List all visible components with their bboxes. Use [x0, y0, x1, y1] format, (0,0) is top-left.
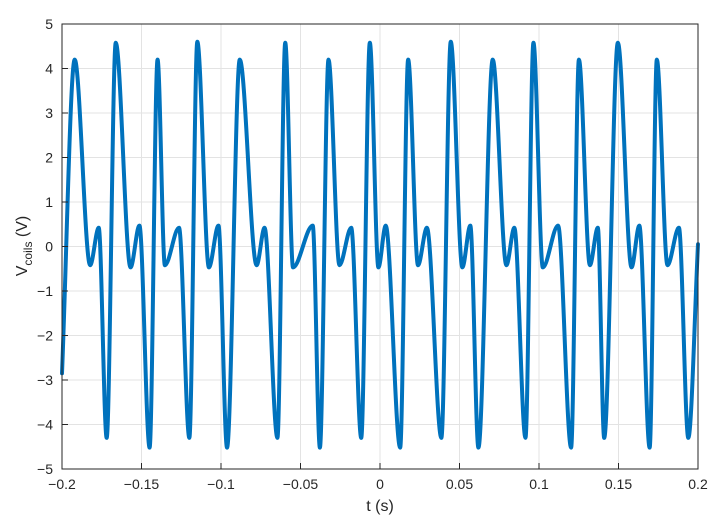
y-tick-label: 0	[45, 239, 53, 255]
x-tick-label: −0.05	[283, 476, 319, 492]
y-tick-label: −3	[37, 372, 53, 388]
y-tick-label: −2	[37, 328, 53, 344]
y-tick-label: 5	[45, 16, 53, 32]
y-axis-label-sub: coils	[21, 242, 35, 266]
y-tick-label: 1	[45, 194, 53, 210]
x-tick-label: −0.15	[124, 476, 160, 492]
grid-lines	[61, 23, 699, 470]
y-tick-label: 3	[45, 105, 53, 121]
y-tick-label: 2	[45, 150, 53, 166]
x-tick-label: 0.15	[605, 476, 632, 492]
x-axis-label: t (s)	[366, 498, 394, 515]
data-series	[60, 39, 700, 450]
y-axis-label: Vcoils (V)	[14, 216, 35, 276]
y-tick-label: 4	[45, 61, 53, 77]
x-tick-label: −0.1	[207, 476, 235, 492]
y-ticks: −5 −4 −3 −2 −1 0 1 2 3 4 5	[37, 16, 68, 477]
series-line	[60, 39, 700, 450]
x-tick-label: 0.1	[529, 476, 549, 492]
y-axis-label-main: V	[14, 265, 31, 276]
x-tick-label: −0.2	[48, 476, 76, 492]
y-tick-label: −5	[37, 461, 53, 477]
x-tick-label: 0.2	[688, 476, 708, 492]
y-axis-label-unit: (V)	[14, 216, 31, 242]
x-tick-label: 0.05	[446, 476, 473, 492]
y-tick-label: −1	[37, 283, 53, 299]
x-tick-label: 0	[376, 476, 384, 492]
y-tick-label: −4	[37, 417, 53, 433]
x-ticks: −0.2 −0.15 −0.1 −0.05 0 0.05 0.1 0.15 0.2	[48, 463, 708, 492]
